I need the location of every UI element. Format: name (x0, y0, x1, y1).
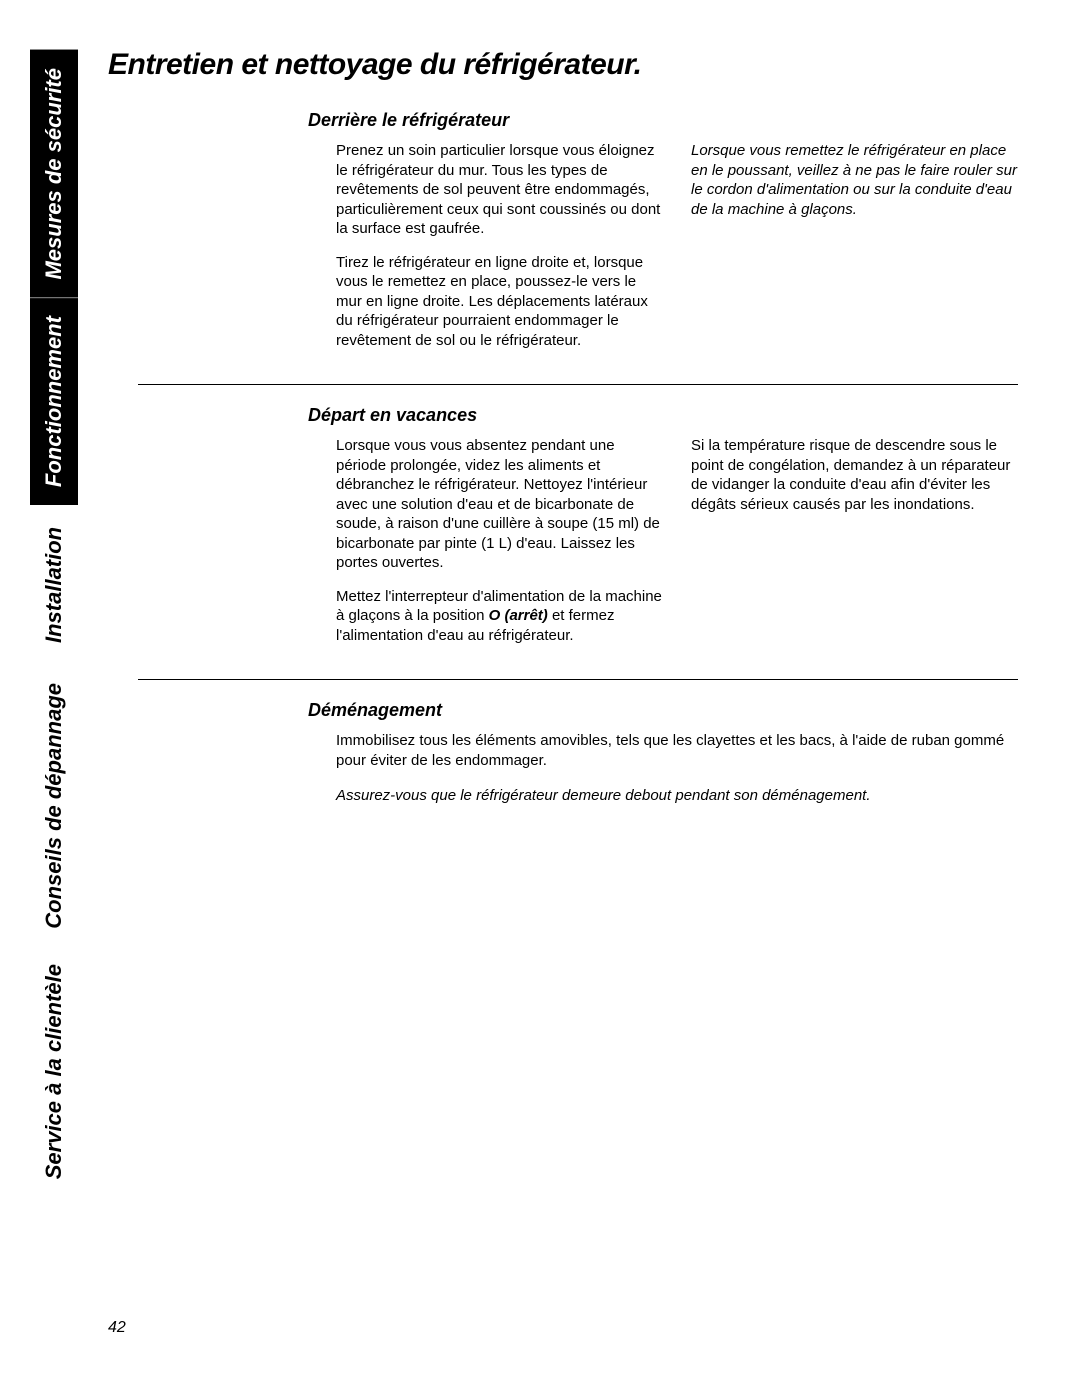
tab-troubleshooting[interactable]: Conseils de dépannage (30, 665, 78, 947)
text-s2-r1: Si la température risque de descendre so… (691, 436, 1018, 514)
tab-operation[interactable]: Fonctionnement (30, 298, 78, 505)
section-vacation: Départ en vacances Lorsque vous vous abs… (108, 405, 1048, 659)
col-right-s2: Si la température risque de descendre so… (691, 436, 1018, 659)
divider-2 (138, 679, 1018, 680)
col-left-s1: Prenez un soin particulier lorsque vous … (336, 141, 663, 364)
text-s3-p2: Assurez-vous que le réfrigérateur demeur… (336, 786, 1018, 806)
section-moving: Déménagement Immobilisez tous les élémen… (108, 700, 1048, 806)
tab-installation[interactable]: Installation (30, 505, 78, 665)
tab-customer-service[interactable]: Service à la clientèle (30, 946, 78, 1197)
page-content: Entretien et nettoyage du réfrigérateur.… (108, 48, 1048, 820)
section-behind-fridge: Derrière le réfrigérateur Prenez un soin… (108, 110, 1048, 364)
page-title: Entretien et nettoyage du réfrigérateur. (108, 48, 1048, 82)
heading-vacation: Départ en vacances (308, 405, 1048, 426)
heading-moving: Déménagement (308, 700, 1048, 721)
text-s1-l2: Tirez le réfrigérateur en ligne droite e… (336, 253, 663, 351)
text-s2-bold: O (arrêt) (489, 607, 548, 624)
manual-page: Mesures de sécurité Fonctionnement Insta… (0, 0, 1080, 1397)
text-s1-l1: Prenez un soin particulier lorsque vous … (336, 141, 663, 239)
side-tab-strip: Mesures de sécurité Fonctionnement Insta… (30, 50, 78, 1320)
divider-1 (138, 384, 1018, 385)
text-s2-l2: Mettez l'interrepteur d'alimentation de … (336, 587, 663, 646)
text-s3-p1: Immobilisez tous les éléments amovibles,… (336, 731, 1018, 772)
columns-s2: Lorsque vous vous absentez pendant une p… (336, 436, 1018, 659)
page-number: 42 (108, 1319, 126, 1337)
heading-behind-fridge: Derrière le réfrigérateur (308, 110, 1048, 131)
tab-safety[interactable]: Mesures de sécurité (30, 50, 78, 298)
columns-s1: Prenez un soin particulier lorsque vous … (336, 141, 1018, 364)
col-right-s1: Lorsque vous remettez le réfrigérateur e… (691, 141, 1018, 364)
text-s2-l1: Lorsque vous vous absentez pendant une p… (336, 436, 663, 573)
col-left-s2: Lorsque vous vous absentez pendant une p… (336, 436, 663, 659)
text-s1-r1: Lorsque vous remettez le réfrigérateur e… (691, 141, 1018, 219)
single-col-s3: Immobilisez tous les éléments amovibles,… (336, 731, 1018, 806)
